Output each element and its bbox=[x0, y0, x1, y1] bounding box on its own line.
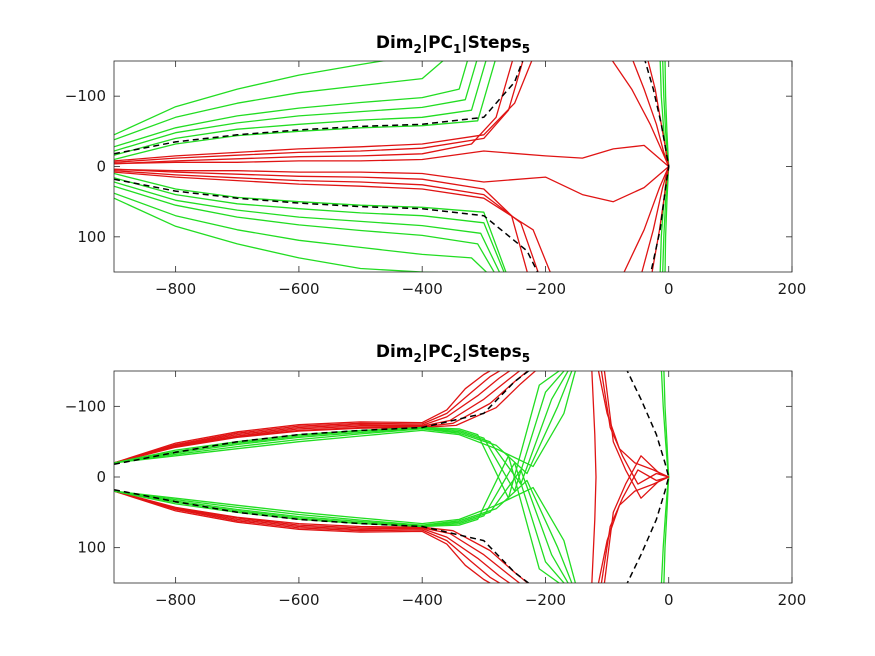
series-line-red-9 bbox=[114, 490, 511, 583]
chart-title-1: Dim2|PC1|Steps5 bbox=[376, 33, 530, 56]
x-tick-label: −400 bbox=[402, 591, 443, 609]
x-tick-label: −200 bbox=[525, 591, 566, 609]
series-line-black-29 bbox=[644, 61, 670, 272]
ticks-2: −800 −600 −400 −200 0 200 −100 0 100 bbox=[65, 371, 807, 609]
series-line-red-18 bbox=[114, 61, 514, 165]
x-tick-label: −200 bbox=[525, 280, 566, 298]
series-line-green-2 bbox=[114, 61, 444, 141]
series-line-green-9 bbox=[114, 185, 495, 272]
y-tick-label: −100 bbox=[65, 87, 106, 105]
series-line-red-1 bbox=[114, 371, 492, 464]
series-line-green-17 bbox=[114, 486, 577, 583]
series-line-red-29 bbox=[600, 469, 669, 583]
series-line-red-26 bbox=[600, 371, 669, 485]
series-line-black-32 bbox=[114, 488, 530, 583]
series-line-red-24 bbox=[591, 371, 597, 583]
series-line-green-13 bbox=[114, 371, 573, 475]
chart-title-2: Dim2|PC2|Steps5 bbox=[376, 342, 530, 365]
series-line-red-22 bbox=[114, 168, 528, 272]
series-line-red-11 bbox=[114, 490, 529, 583]
series-group-1 bbox=[114, 61, 670, 272]
series-line-green-4 bbox=[114, 61, 478, 152]
series-line-red-6 bbox=[114, 371, 537, 464]
series-line-red-19 bbox=[114, 144, 670, 167]
x-tick-label: −600 bbox=[278, 280, 319, 298]
series-line-red-10 bbox=[114, 490, 521, 583]
y-tick-label: 100 bbox=[77, 228, 106, 246]
series-line-green-3 bbox=[114, 61, 469, 148]
series-line-green-8 bbox=[114, 192, 488, 272]
series-line-red-3 bbox=[114, 371, 511, 464]
series-line-red-8 bbox=[114, 490, 501, 583]
series-line-red-2 bbox=[114, 371, 501, 464]
series-line-black-31 bbox=[114, 371, 530, 466]
plot-area-1 bbox=[114, 61, 792, 272]
series-line-red-25 bbox=[597, 371, 669, 478]
series-line-red-16 bbox=[114, 61, 533, 162]
x-tick-label: 200 bbox=[778, 280, 807, 298]
subplot-2: −800 −600 −400 −200 0 200 −100 0 100 Dim2|PC2|St… bbox=[65, 342, 807, 609]
series-line-green-5 bbox=[114, 61, 487, 156]
series-line-red-5 bbox=[114, 371, 529, 464]
y-tick-label: 0 bbox=[96, 158, 106, 176]
series-line-green-18 bbox=[114, 479, 573, 583]
y-tick-label: 0 bbox=[96, 468, 106, 486]
series-line-red-30 bbox=[603, 455, 669, 583]
series-line-green-10 bbox=[114, 181, 501, 272]
series-line-red-28 bbox=[597, 476, 669, 583]
series-line-red-23 bbox=[114, 166, 670, 203]
plot-area-2 bbox=[114, 371, 792, 583]
series-line-red-7 bbox=[114, 490, 492, 583]
series-group-2 bbox=[114, 371, 670, 583]
series-line-green-7 bbox=[114, 197, 443, 272]
series-line-green-11 bbox=[114, 177, 505, 272]
series-line-green-6 bbox=[114, 61, 496, 161]
x-tick-label: 0 bbox=[664, 280, 674, 298]
x-tick-label: −600 bbox=[278, 591, 319, 609]
series-line-red-25 bbox=[632, 61, 670, 272]
subplot-1: −800 −600 −400 −200 0 200 −100 0 100 Dim2|PC1|St… bbox=[65, 33, 807, 298]
series-line-red-4 bbox=[114, 371, 521, 464]
y-tick-label: −100 bbox=[65, 397, 106, 415]
series-line-green-1 bbox=[114, 61, 387, 136]
series-line-green-12 bbox=[114, 172, 507, 272]
series-line-green-12 bbox=[114, 371, 577, 468]
y-tick-label: 100 bbox=[77, 539, 106, 557]
series-line-black-28 bbox=[114, 178, 539, 272]
x-tick-label: 0 bbox=[664, 591, 674, 609]
series-line-black-27 bbox=[114, 61, 524, 155]
x-tick-label: −800 bbox=[155, 280, 196, 298]
x-tick-label: −400 bbox=[402, 280, 443, 298]
x-tick-label: 200 bbox=[778, 591, 807, 609]
x-tick-label: −800 bbox=[155, 591, 196, 609]
ticks-1: −800 −600 −400 −200 0 200 −100 0 100 bbox=[65, 61, 807, 298]
series-line-red-17 bbox=[114, 61, 524, 163]
